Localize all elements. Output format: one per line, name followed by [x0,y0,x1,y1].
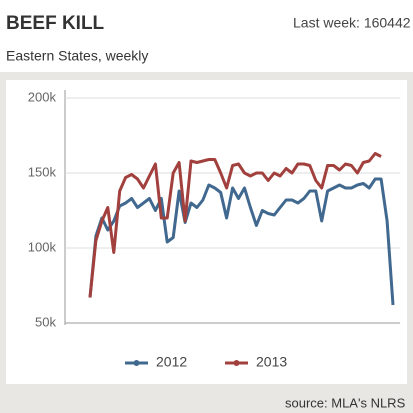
legend-label: 2012 [156,354,187,370]
legend-dot [133,360,140,366]
source: source: MLA's NLRS [285,395,406,410]
legend-dot [233,360,240,366]
series-line [88,152,382,298]
y-tick-label: 200k [28,89,57,104]
header-panel [0,0,413,72]
y-tick-label: 150k [28,164,57,179]
y-tick-label: 100k [28,239,57,254]
last-week: Last week: 160442 [293,15,411,31]
chart-panel [6,80,407,384]
subtitle: Eastern States, weekly [6,48,148,64]
title: BEEF KILL [6,13,105,34]
y-tick-label: 50k [35,314,56,329]
legend-label: 2013 [256,354,287,370]
series-line [88,177,395,306]
